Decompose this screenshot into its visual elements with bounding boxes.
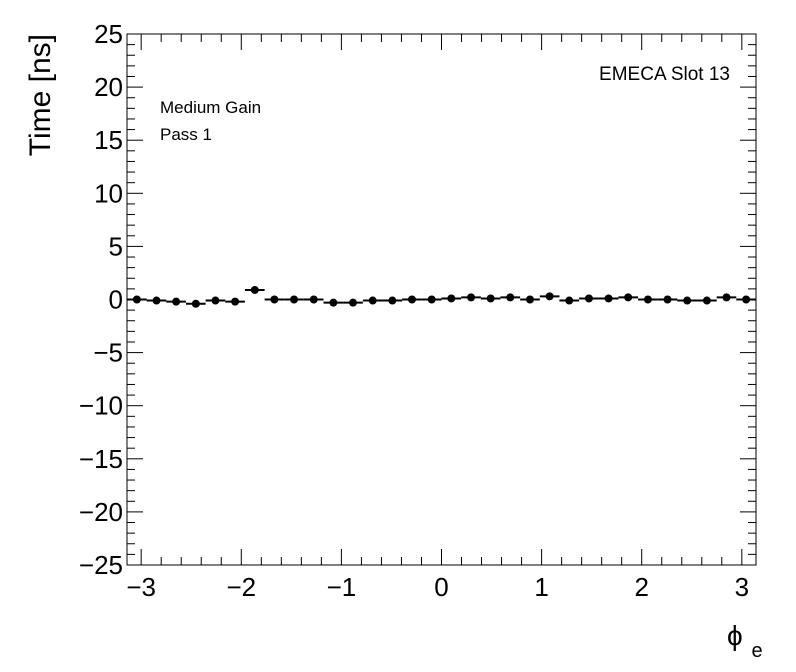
data-point (186, 299, 206, 308)
point-marker (152, 296, 161, 305)
data-point (677, 296, 697, 305)
point-marker (643, 295, 652, 304)
data-point (657, 295, 678, 304)
x-tick-label: 0 (434, 572, 448, 602)
x-tick-label: 1 (534, 572, 548, 602)
x-axis-symbol: ϕ (727, 620, 743, 651)
y-tick-label: 0 (109, 285, 123, 315)
y-tick-label: 15 (94, 125, 123, 155)
data-point (244, 285, 265, 294)
y-tick-label: −25 (79, 550, 123, 580)
x-tick-label: −1 (327, 572, 357, 602)
point-marker (349, 298, 358, 307)
y-tick-label: −15 (79, 444, 123, 474)
point-marker (467, 293, 476, 302)
x-tick-label: −3 (126, 572, 156, 602)
data-point (697, 296, 717, 305)
data-point (264, 295, 285, 304)
point-marker (624, 293, 633, 302)
data-point (500, 293, 521, 302)
data-point (461, 293, 481, 302)
point-marker (545, 292, 554, 301)
x-axis-title: ϕ e (727, 620, 763, 662)
x-tick-label: 3 (735, 572, 749, 602)
point-marker (742, 295, 751, 304)
x-axis-subscript: e (751, 640, 762, 662)
data-point (638, 295, 658, 304)
y-tick-label: 25 (94, 19, 123, 49)
y-tick-label: 20 (94, 72, 123, 102)
point-marker (172, 297, 181, 306)
point-marker (722, 293, 731, 302)
data-point (559, 296, 580, 305)
corner-label: EMECA Slot 13 (599, 64, 730, 85)
point-marker (683, 296, 692, 305)
data-marks (127, 285, 756, 308)
y-tick-label: −10 (79, 391, 123, 421)
data-point (520, 295, 540, 304)
data-point (539, 292, 560, 301)
point-marker (250, 285, 259, 294)
point-marker (427, 295, 436, 304)
data-point (736, 295, 756, 304)
data-point (598, 294, 619, 303)
data-point (166, 297, 186, 306)
x-tick-label: −2 (226, 572, 256, 602)
axis-ticks (127, 33, 756, 566)
point-marker (290, 295, 299, 304)
point-marker (329, 298, 338, 307)
data-point (303, 295, 324, 304)
point-marker (211, 296, 220, 305)
point-marker (486, 294, 495, 303)
point-marker (368, 296, 377, 305)
point-marker (132, 295, 141, 304)
data-point (402, 295, 422, 304)
point-marker (525, 295, 534, 304)
point-marker (447, 294, 456, 303)
point-marker (309, 295, 318, 304)
data-point (127, 295, 147, 304)
point-marker (584, 294, 593, 303)
data-point (146, 296, 167, 305)
data-point (323, 298, 344, 307)
point-marker (388, 296, 397, 305)
y-tick-label: −20 (79, 497, 123, 527)
point-marker (231, 297, 240, 306)
data-point (579, 294, 599, 303)
data-point (343, 298, 363, 307)
data-point (382, 296, 403, 305)
point-marker (565, 296, 574, 305)
gain-label: Medium Gain (160, 98, 261, 117)
data-point (480, 294, 501, 303)
point-marker (702, 296, 711, 305)
data-point (284, 295, 304, 304)
pass-label: Pass 1 (160, 125, 212, 144)
data-point (205, 296, 226, 305)
data-point (362, 296, 383, 305)
point-marker (506, 293, 515, 302)
data-point (225, 297, 245, 306)
y-tick-label: 10 (94, 178, 123, 208)
data-point (441, 294, 462, 303)
y-tick-label: 5 (109, 231, 123, 261)
point-marker (270, 295, 279, 304)
data-point (421, 295, 442, 304)
point-marker (191, 299, 200, 308)
x-tick-label: 2 (634, 572, 648, 602)
point-marker (407, 295, 416, 304)
data-point (716, 293, 737, 302)
data-point (618, 293, 639, 302)
point-marker (663, 295, 672, 304)
point-marker (604, 294, 613, 303)
y-tick-label: −5 (93, 338, 123, 368)
y-axis-title: Time [ns] (24, 34, 57, 156)
